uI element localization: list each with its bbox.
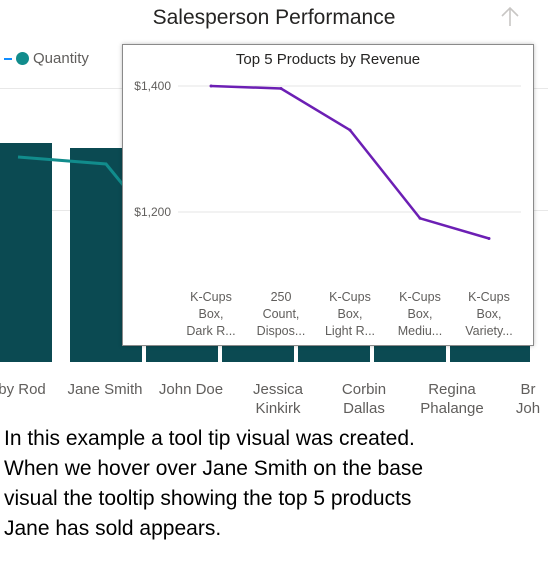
caption-line: In this example a tool tip visual was cr… — [4, 427, 415, 450]
caption-line: Jane has sold appears. — [4, 517, 222, 540]
tooltip-x-tick-label: Box, — [337, 307, 362, 321]
tooltip-line-chart: $1,200 $1,400 K-Cups Box, Dark R... 250 Count,… — [134, 79, 521, 338]
tooltip-y-tick-label: $1,200 — [134, 205, 171, 219]
base-category-label-line: John Doe — [158, 381, 224, 398]
tooltip-data-point — [487, 236, 491, 240]
base-category-label: Br Joh — [478, 380, 548, 418]
tooltip-x-tick-label: Count, — [263, 307, 300, 321]
tooltip-x-tick-label: K-Cups — [468, 290, 510, 304]
base-category-label-line: Dallas — [343, 400, 385, 417]
tooltip-x-tick-label: K-Cups — [190, 290, 232, 304]
tooltip-x-tick-label: K-Cups — [399, 290, 441, 304]
tooltip-x-tick-label: Light R... — [325, 324, 375, 338]
tooltip-x-tick-label: K-Cups — [329, 290, 371, 304]
chart-legend: Quantity — [4, 50, 89, 67]
tooltip-x-tick-label: 250 — [271, 290, 292, 304]
legend-previous-series-marker — [4, 57, 12, 60]
quantity-line — [17, 155, 126, 187]
tooltip-x-tick-label: Box, — [476, 307, 501, 321]
tooltip-revenue-line — [210, 84, 490, 240]
base-category-label-line: Kinkirk — [255, 400, 301, 417]
tooltip-data-point — [209, 84, 213, 88]
base-category-label: John Doe — [141, 380, 241, 399]
tooltip-visual: Top 5 Products by Revenue $1,200 $1,400 K-… — [122, 44, 534, 346]
base-category-label: Jane Smith — [55, 380, 155, 399]
legend-quantity-label: Quantity — [33, 50, 89, 67]
tooltip-data-point — [418, 216, 422, 220]
legend-quantity-marker — [16, 52, 29, 65]
tooltip-y-tick-label: $1,400 — [134, 79, 171, 93]
base-category-label: Regina Phalange — [402, 380, 502, 418]
base-category-label-line: Jessica — [252, 381, 304, 398]
base-category-label-line: by Rod — [0, 381, 46, 398]
caption-line: When we hover over Jane Smith on the bas… — [4, 457, 424, 480]
base-category-label-line: Corbin — [341, 381, 387, 398]
base-category-label-line: Br — [520, 381, 536, 398]
report-title: Salesperson Performance — [152, 6, 396, 29]
base-category-label: by Rod — [0, 380, 72, 399]
tooltip-x-tick-label: Box, — [198, 307, 223, 321]
base-bar-0[interactable] — [0, 143, 52, 362]
tooltip-x-tick-label: Dark R... — [186, 324, 235, 338]
base-category-label-line: Jane Smith — [67, 381, 143, 398]
tooltip-x-tick-label: Variety... — [465, 324, 512, 338]
report-canvas: Salesperson Performance Quantity by Rod J… — [0, 4, 548, 418]
tooltip-data-point — [348, 128, 352, 132]
tooltip-x-tick-label: Dispos... — [257, 324, 306, 338]
base-category-label-line: Phalange — [420, 400, 484, 417]
base-category-label-line: Joh — [515, 400, 541, 417]
caption-line: visual the tooltip showing the top 5 pro… — [4, 487, 412, 510]
tooltip-title: Top 5 Products by Revenue — [235, 51, 421, 68]
tooltip-x-tick-label: Box, — [407, 307, 432, 321]
caption-text: In this example a tool tip visual was cr… — [4, 424, 544, 544]
base-category-label: Corbin Dallas — [314, 380, 414, 418]
base-category-label: Jessica Kinkirk — [228, 380, 328, 418]
tooltip-data-point — [279, 87, 283, 91]
tooltip-x-tick-label: Mediu... — [398, 324, 442, 338]
sort-arrow-up-icon[interactable] — [498, 4, 522, 30]
base-category-label-line: Regina — [428, 381, 476, 398]
